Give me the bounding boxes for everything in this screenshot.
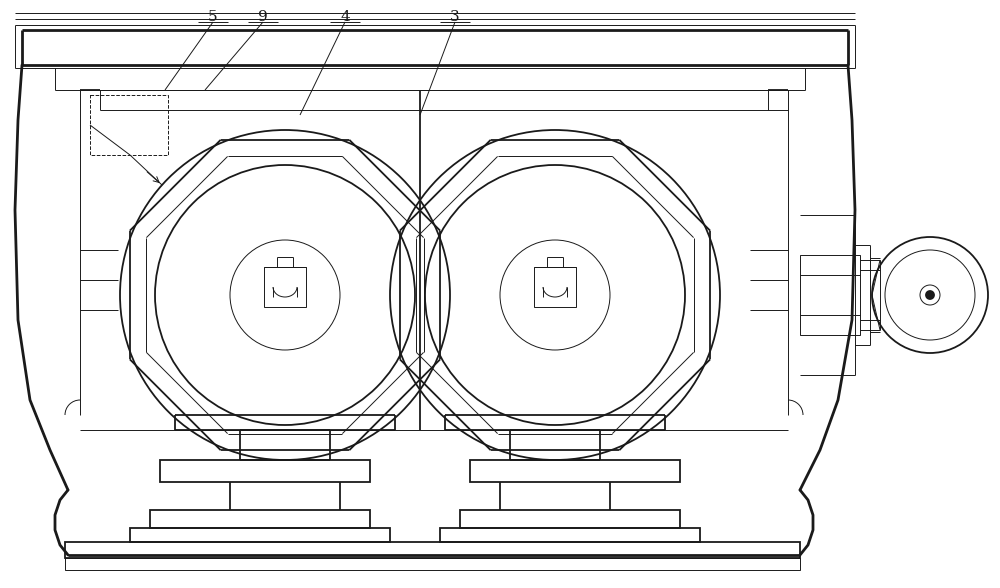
Bar [264,267,306,307]
Text: 5: 5 [208,10,218,24]
Bar [90,95,168,155]
Bar [440,528,700,542]
Circle shape [926,291,934,299]
Bar [470,460,680,482]
Bar [160,460,370,482]
Bar [150,510,370,528]
Bar [65,542,800,558]
Bar [460,510,680,528]
Bar [65,558,800,570]
Bar [130,528,390,542]
Text: 9: 9 [258,10,268,24]
Bar [800,255,860,335]
Text: 3: 3 [450,10,460,24]
Bar [534,267,576,307]
Text: 4: 4 [340,10,350,24]
